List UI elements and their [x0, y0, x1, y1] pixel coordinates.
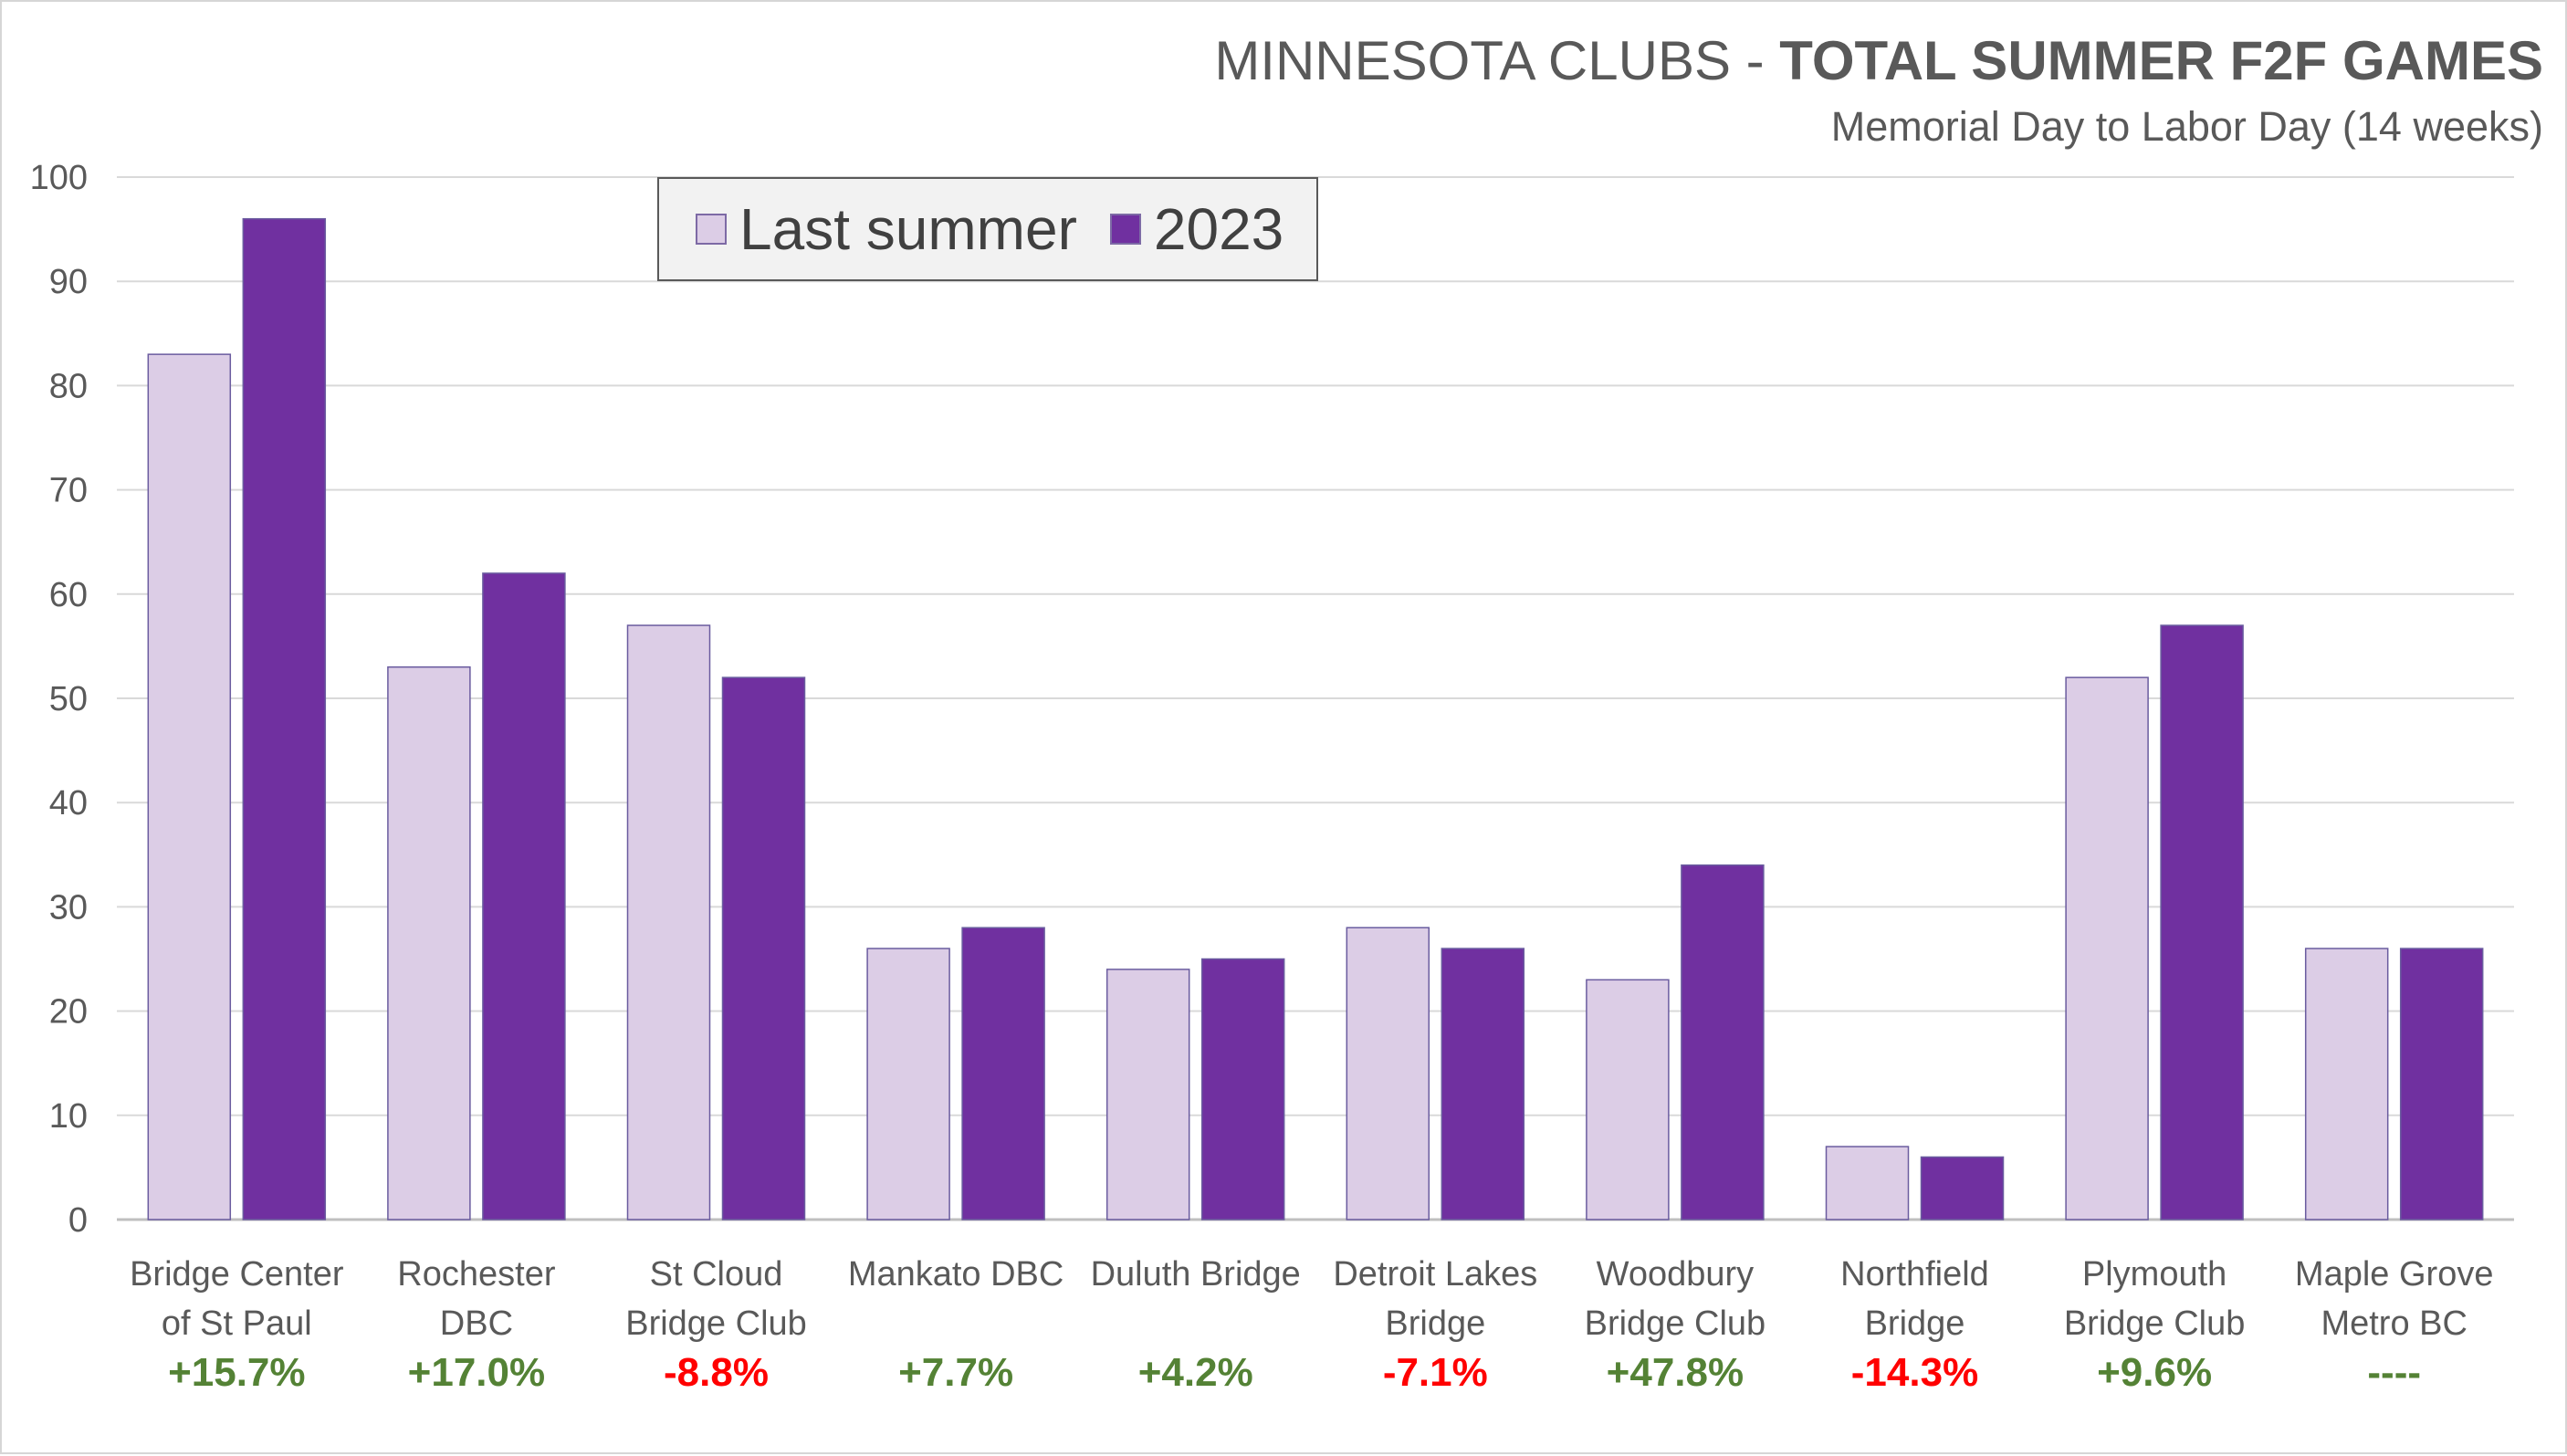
category-label: Rochester: [397, 1255, 556, 1294]
bar-2023: [1441, 948, 1525, 1220]
change-label: +17.0%: [408, 1350, 545, 1395]
change-label: +47.8%: [1607, 1350, 1744, 1395]
bar-2023: [961, 927, 1045, 1220]
bar-last-summer: [1346, 927, 1430, 1220]
chart-title: MINNESOTA CLUBS - TOTAL SUMMER F2F GAMES: [1214, 27, 2543, 95]
change-label: ----: [2367, 1350, 2421, 1395]
category-label: Woodbury: [1597, 1255, 1755, 1294]
y-tick-label: 50: [49, 680, 88, 718]
chart-subtitle: Memorial Day to Labor Day (14 weeks): [1830, 103, 2543, 150]
y-tick-label: 80: [49, 367, 88, 405]
bar-2023: [1200, 958, 1285, 1220]
bar-last-summer: [1586, 979, 1670, 1220]
change-label: +9.6%: [2097, 1350, 2212, 1395]
chart-title-prefix: MINNESOTA CLUBS -: [1214, 30, 1780, 91]
category-label: Northfield: [1840, 1255, 1989, 1294]
bar-last-summer: [387, 665, 471, 1220]
category-label: Bridge Club: [2064, 1304, 2246, 1343]
y-tick-label: 0: [68, 1201, 88, 1240]
change-label: -8.8%: [664, 1350, 769, 1395]
change-label: +7.7%: [898, 1350, 1013, 1395]
bar-2023: [2160, 624, 2244, 1220]
category-label: of St Paul: [162, 1304, 312, 1343]
y-tick-label: 20: [49, 993, 88, 1032]
category-label: DBC: [440, 1304, 513, 1343]
y-tick-label: 100: [30, 159, 88, 197]
category-label: Mankato DBC: [848, 1255, 1064, 1294]
y-tick-label: 30: [49, 888, 88, 927]
change-label: -14.3%: [1851, 1350, 1978, 1395]
category-label: Bridge: [1865, 1304, 1965, 1343]
category-label: Duluth Bridge: [1091, 1255, 1301, 1294]
bar-2023: [242, 217, 327, 1220]
change-label: -7.1%: [1383, 1350, 1488, 1395]
bar-last-summer: [2304, 948, 2389, 1220]
category-label: Detroit Lakes: [1333, 1255, 1537, 1294]
y-tick-label: 70: [49, 472, 88, 510]
y-tick-label: 90: [49, 263, 88, 301]
y-tick-label: 10: [49, 1097, 88, 1136]
category-label: Bridge Center: [130, 1255, 344, 1294]
bar-last-summer: [147, 353, 232, 1220]
legend-label-last-summer: Last summer: [739, 196, 1077, 262]
legend-item-2023: 2023: [1109, 195, 1284, 263]
bar-last-summer: [1825, 1146, 1910, 1220]
bar-2023: [1681, 864, 1765, 1220]
legend-label-2023: 2023: [1153, 196, 1284, 262]
bar-last-summer: [866, 948, 950, 1220]
chart-title-bold: TOTAL SUMMER F2F GAMES: [1779, 30, 2543, 91]
legend-swatch-last-summer: [696, 214, 727, 245]
change-label: +15.7%: [168, 1350, 305, 1395]
category-label: Bridge: [1385, 1304, 1485, 1343]
bar-2023: [721, 676, 806, 1220]
category-label: St Cloud: [650, 1255, 783, 1294]
title-block: MINNESOTA CLUBS - TOTAL SUMMER F2F GAMES…: [1214, 27, 2543, 159]
bar-last-summer: [2065, 676, 2149, 1220]
category-label: Bridge Club: [1585, 1304, 1766, 1343]
bar-last-summer: [1105, 969, 1190, 1220]
bar-last-summer: [626, 624, 711, 1220]
category-label: Bridge Club: [625, 1304, 807, 1343]
legend-item-last-summer: Last summer: [696, 195, 1077, 263]
y-tick-label: 60: [49, 576, 88, 614]
category-label: Maple Grove: [2295, 1255, 2494, 1294]
bar-2023: [482, 572, 566, 1220]
legend: Last summer 2023: [657, 177, 1318, 281]
y-tick-label: 40: [49, 784, 88, 822]
category-label: Plymouth: [2082, 1255, 2226, 1294]
category-label: Metro BC: [2321, 1304, 2467, 1343]
bar-2023: [1920, 1156, 2005, 1220]
legend-swatch-2023: [1109, 214, 1141, 245]
bar-2023: [2399, 948, 2484, 1220]
change-label: +4.2%: [1138, 1350, 1253, 1395]
